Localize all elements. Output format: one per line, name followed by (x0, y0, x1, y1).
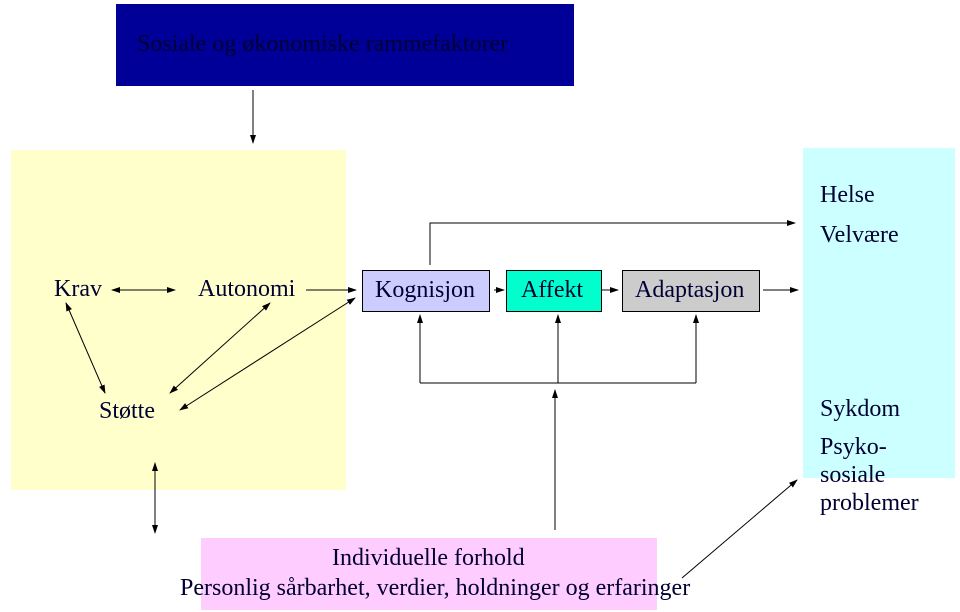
kognisjon-box: Kognisjon (362, 270, 490, 312)
helse-label: Helse (820, 182, 875, 209)
psyko-line1: Psyko- (820, 434, 887, 461)
psyko-line2: sosiale (820, 462, 885, 489)
krav-label: Krav (54, 276, 102, 303)
velvare-label: Velvære (820, 222, 899, 249)
stotte-label: Støtte (99, 398, 155, 425)
sykdom-label: Sykdom (820, 396, 900, 423)
header-text: Sosiale og økonomiske rammefaktorer (137, 31, 508, 58)
left-panel (11, 150, 346, 490)
adaptasjon-label: Adaptasjon (635, 277, 744, 304)
kognisjon-label: Kognisjon (375, 277, 475, 304)
affekt-box: Affekt (506, 270, 602, 312)
adaptasjon-box: Adaptasjon (622, 270, 760, 312)
autonomi-label: Autonomi (198, 276, 295, 303)
indiv-line1: Individuelle forhold (332, 545, 525, 572)
indiv-line2: Personlig sårbarhet, verdier, holdninger… (180, 575, 690, 602)
affekt-label: Affekt (521, 277, 583, 304)
psyko-line3: problemer (820, 490, 919, 517)
header-box: Sosiale og økonomiske rammefaktorer (116, 4, 574, 86)
pink-box: Individuelle forhold Personlig sårbarhet… (201, 538, 657, 610)
